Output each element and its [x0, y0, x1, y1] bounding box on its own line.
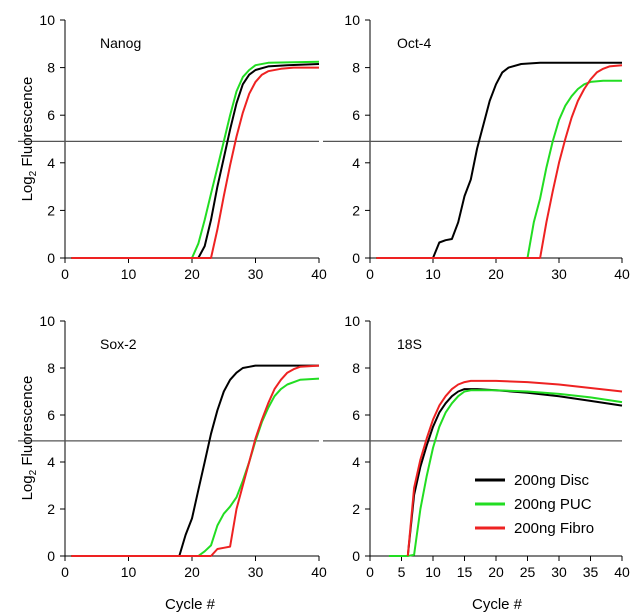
x-tick-label: 40	[311, 266, 327, 282]
series-line-200ng-fibro	[406, 379, 623, 557]
x-tick-label: 30	[551, 564, 567, 580]
y-tick-label: 0	[47, 548, 55, 564]
panel-label: 18S	[397, 336, 422, 352]
y-tick-label: 8	[47, 60, 55, 76]
y-tick-label: 10	[344, 12, 360, 28]
y-tick-label: 8	[47, 360, 55, 376]
x-axis-title: Cycle #	[472, 596, 523, 613]
y-tick-label: 2	[352, 202, 360, 218]
x-tick-label: 30	[248, 266, 264, 282]
series-line-200ng-fibro	[376, 64, 623, 259]
y-tick-label: 10	[39, 313, 55, 329]
x-tick-label: 0	[366, 564, 374, 580]
y-tick-label: 6	[352, 107, 360, 123]
series-line-200ng-disc	[406, 388, 623, 557]
x-tick-label: 30	[248, 564, 264, 580]
series-line-200ng-disc	[376, 61, 622, 259]
y-tick-label: 2	[47, 501, 55, 517]
legend-label: 200ng PUC	[514, 496, 592, 513]
y-tick-label: 4	[352, 454, 360, 470]
y-tick-label: 10	[344, 313, 360, 329]
y-tick-label: 10	[39, 12, 55, 28]
y-tick-label: 0	[352, 250, 360, 266]
panel-label: Nanog	[100, 35, 141, 51]
y-tick-label: 6	[47, 407, 55, 423]
x-tick-label: 30	[551, 266, 567, 282]
series-line-200ng-disc	[71, 364, 319, 557]
x-tick-label: 40	[614, 266, 630, 282]
series-line-200ng-fibro	[71, 66, 319, 259]
x-tick-label: 10	[121, 266, 137, 282]
x-tick-label: 35	[583, 564, 599, 580]
y-tick-label: 4	[47, 454, 55, 470]
panel-18s: 0 2 4 6 8 10 0 5 10 15 20 25 30 35 40 18S	[323, 313, 630, 580]
x-tick-label: 40	[311, 564, 327, 580]
legend-label: 200ng Disc	[514, 472, 590, 489]
x-tick-label: 20	[488, 266, 504, 282]
x-tick-label: 15	[457, 564, 473, 580]
x-tick-label: 20	[488, 564, 504, 580]
y-tick-label: 0	[47, 250, 55, 266]
panel-oct-4: 0 2 4 6 8 10 0 10 20 30 40 Oct-4	[323, 12, 630, 282]
y-tick-label: 6	[47, 107, 55, 123]
panel-label: Sox-2	[100, 336, 137, 352]
series-line-200ng-puc	[71, 60, 320, 259]
series-line-200ng-fibro	[71, 364, 320, 557]
x-tick-label: 40	[614, 564, 630, 580]
x-tick-label: 0	[61, 564, 69, 580]
panel-label: Oct-4	[397, 35, 431, 51]
y-tick-label: 2	[352, 501, 360, 517]
y-axis-title: Log2 Fluorescence	[19, 376, 39, 501]
y-tick-label: 8	[352, 360, 360, 376]
x-tick-label: 10	[121, 564, 137, 580]
x-axis-title: Cycle #	[165, 596, 216, 613]
y-axis-title: Log2 Fluorescence	[19, 77, 39, 202]
series-line-200ng-puc	[388, 389, 623, 557]
panel-sox-2: 0 2 4 6 8 10 0 10 20 30 40 Sox-2	[18, 313, 327, 580]
y-tick-label: 0	[352, 548, 360, 564]
legend: 200ng Disc 200ng PUC 200ng Fibro	[475, 472, 594, 537]
series-line-200ng-puc	[71, 377, 320, 557]
legend-label: 200ng Fibro	[514, 520, 594, 537]
y-tick-label: 4	[352, 155, 360, 171]
x-tick-label: 5	[398, 564, 406, 580]
y-tick-label: 8	[352, 60, 360, 76]
panel-nanog: 0 2 4 6 8 10 0 10 20 30 40 Nanog	[18, 12, 327, 282]
series-line-200ng-puc	[376, 79, 622, 259]
y-tick-label: 4	[47, 155, 55, 171]
x-tick-label: 10	[425, 564, 441, 580]
x-tick-label: 25	[520, 564, 536, 580]
y-tick-label: 6	[352, 407, 360, 423]
x-tick-label: 0	[61, 266, 69, 282]
y-tick-label: 2	[47, 202, 55, 218]
x-tick-label: 0	[366, 266, 374, 282]
x-tick-label: 10	[425, 266, 441, 282]
x-tick-label: 20	[184, 564, 200, 580]
x-tick-label: 20	[184, 266, 200, 282]
series-line-200ng-disc	[71, 63, 320, 259]
